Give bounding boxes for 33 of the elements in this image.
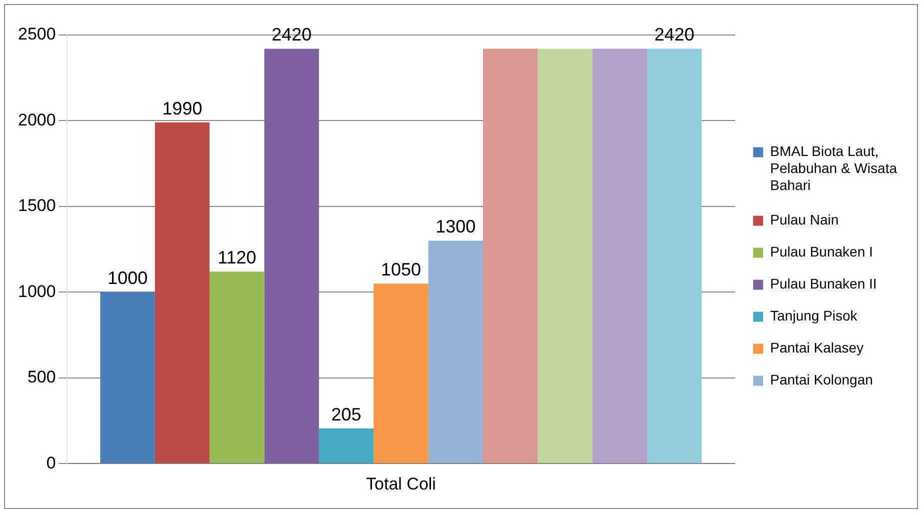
data-label: 2420 [654,24,694,45]
legend-label: Pantai Kalasey [770,340,864,356]
legend-label: Pulau Bunaken I [770,244,873,260]
y-tick-label: 500 [27,368,56,387]
data-label: 205 [331,404,362,424]
x-tick-label: Total Coli [366,474,436,494]
bar [318,428,374,464]
y-tick-label: 2500 [18,24,56,44]
bar [374,284,428,464]
bar [538,48,592,464]
bar [100,292,155,464]
legend-label: Pulau Bunaken II [770,276,877,292]
data-label: 1300 [436,216,476,237]
legend-label: Tanjung Pisok [770,308,858,324]
bar [483,48,538,464]
bar [154,122,210,464]
legend-label: BMAL Biota Laut, Pelabuhan & Wisata Bahari [770,143,898,193]
y-tick-label: 0 [46,453,56,472]
data-label: 1050 [380,260,422,280]
legend-label: Pulau Nain [770,212,839,228]
y-tick-label: 2000 [18,110,56,130]
bar [428,240,484,464]
data-label: 1000 [108,268,148,288]
y-tick-label: 1000 [18,282,56,301]
bar [264,48,319,464]
bar [210,272,264,464]
data-label: 1990 [162,98,202,118]
data-label: 1120 [218,248,256,268]
y-tick-label: 1500 [18,196,56,216]
legend-label: Pantai Kolongan [770,372,873,388]
bar [592,48,648,464]
bar [647,48,702,464]
data-label: 2420 [272,24,312,45]
